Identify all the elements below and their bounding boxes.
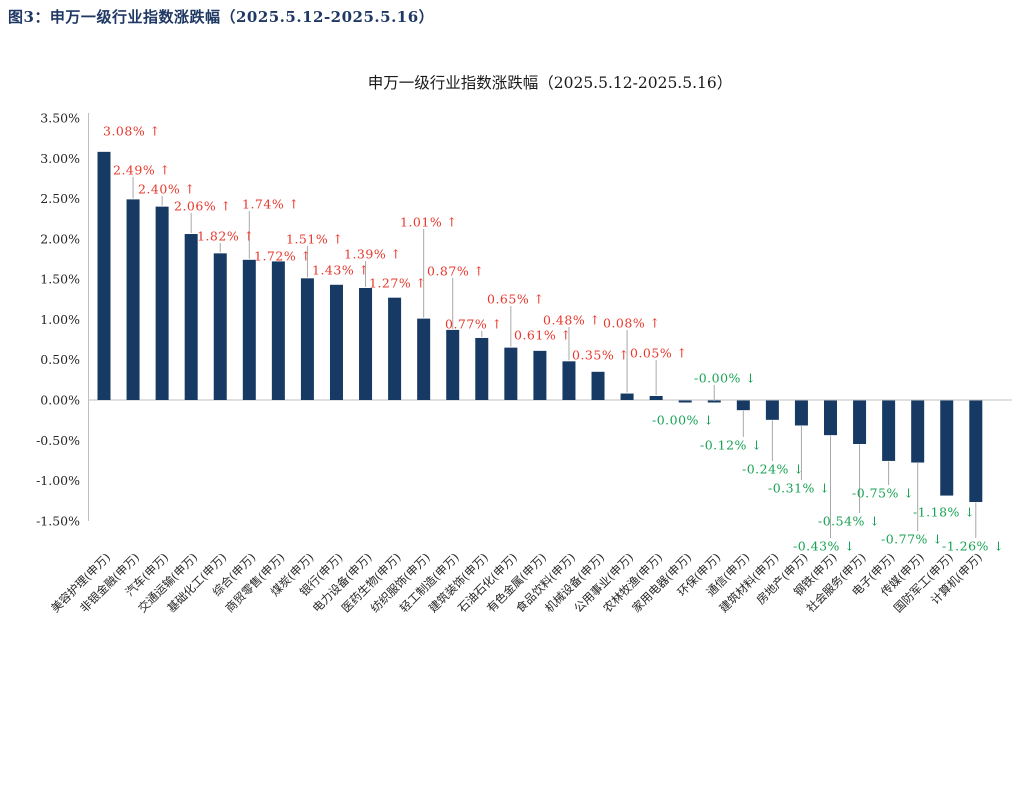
y-tick-label: -1.50% bbox=[36, 513, 80, 528]
category-labels: 美容护理(申万)非银金融(申万)汽车(申万)交通运输(申万)基础化工(申万)综合… bbox=[48, 550, 985, 615]
value-label: 0.87% ↑ bbox=[427, 264, 485, 279]
bar bbox=[882, 400, 896, 461]
value-label: -0.24% ↓ bbox=[742, 462, 804, 477]
value-label: 0.65% ↑ bbox=[487, 292, 545, 307]
value-label: -0.12% ↓ bbox=[700, 438, 762, 453]
bar bbox=[271, 261, 285, 400]
bar bbox=[707, 400, 721, 403]
value-label: -0.75% ↓ bbox=[852, 486, 914, 501]
value-label: -0.00% ↓ bbox=[694, 371, 756, 386]
bar bbox=[300, 278, 314, 400]
bar bbox=[591, 371, 605, 400]
bar bbox=[388, 297, 402, 400]
bar bbox=[765, 400, 779, 420]
y-tick-label: 0.50% bbox=[40, 352, 80, 367]
value-label: 0.35% ↑ bbox=[572, 348, 630, 363]
value-label: 1.74% ↑ bbox=[242, 197, 300, 212]
bar bbox=[97, 151, 111, 400]
bar bbox=[504, 347, 518, 400]
bar bbox=[649, 395, 663, 400]
value-label: -0.00% ↓ bbox=[652, 413, 714, 428]
bar bbox=[911, 400, 925, 463]
bar bbox=[329, 284, 343, 400]
value-label: 3.08% ↑ bbox=[103, 124, 161, 139]
value-label: -1.18% ↓ bbox=[913, 505, 975, 520]
value-label: 0.48% ↑ bbox=[543, 313, 601, 328]
bar bbox=[475, 337, 489, 400]
y-tick-label: -1.00% bbox=[36, 473, 80, 488]
bar bbox=[446, 329, 460, 400]
bars bbox=[97, 151, 983, 503]
bar bbox=[969, 400, 983, 503]
value-label: 0.61% ↑ bbox=[514, 328, 572, 343]
value-label: 1.72% ↑ bbox=[254, 249, 312, 264]
bar bbox=[853, 400, 867, 445]
bar bbox=[359, 288, 373, 400]
value-label: 2.40% ↑ bbox=[138, 182, 196, 197]
bar bbox=[155, 206, 169, 400]
value-label: 2.06% ↑ bbox=[174, 199, 232, 214]
value-label: 1.43% ↑ bbox=[312, 263, 370, 278]
value-label: 1.51% ↑ bbox=[286, 232, 344, 247]
bar bbox=[736, 400, 750, 411]
chart-title: 申万一级行业指数涨跌幅（2025.5.12-2025.5.16） bbox=[367, 74, 733, 92]
bar bbox=[794, 400, 808, 426]
value-label: 2.49% ↑ bbox=[113, 163, 171, 178]
bar bbox=[184, 234, 198, 400]
bar bbox=[824, 400, 837, 436]
value-label: 1.39% ↑ bbox=[344, 247, 402, 262]
bar bbox=[126, 199, 140, 400]
bar bbox=[562, 361, 576, 400]
axes bbox=[88, 113, 1012, 521]
y-tick-label: 1.00% bbox=[40, 312, 80, 327]
leader-lines bbox=[132, 177, 977, 538]
bar bbox=[620, 393, 634, 400]
value-label: 0.77% ↑ bbox=[445, 317, 503, 332]
value-label: -0.31% ↓ bbox=[768, 481, 830, 496]
value-label: 0.05% ↑ bbox=[630, 346, 688, 361]
bar bbox=[417, 318, 431, 400]
y-tick-label: -0.50% bbox=[36, 433, 80, 448]
value-label: 1.82% ↑ bbox=[197, 229, 255, 244]
y-tick-label: 1.50% bbox=[40, 272, 80, 287]
y-tick-label: 2.00% bbox=[40, 231, 80, 246]
value-label: -0.77% ↓ bbox=[881, 532, 943, 547]
value-label: 0.08% ↑ bbox=[603, 316, 661, 331]
value-label: -0.43% ↓ bbox=[793, 539, 855, 554]
y-tick-label: 2.50% bbox=[40, 191, 80, 206]
y-tick-label: 0.00% bbox=[40, 393, 80, 408]
bar bbox=[533, 350, 547, 400]
bar bbox=[940, 400, 954, 496]
value-label: 1.27% ↑ bbox=[369, 276, 427, 291]
figure-caption: 图3：申万一级行业指数涨跌幅（2025.5.12-2025.5.16） bbox=[8, 8, 435, 26]
value-label: -1.26% ↓ bbox=[942, 539, 1004, 554]
value-label: -0.54% ↓ bbox=[818, 514, 880, 529]
value-labels: 3.08% ↑ 2.49% ↑ 2.40% ↑ 2.06% ↑ 1.82% ↑ 1.74%… bbox=[103, 124, 1004, 554]
bar bbox=[678, 400, 692, 403]
y-axis-ticks: 3.50% 3.00% 2.50% 2.00% 1.50% 1.00% 0.50% 0.00%… bbox=[36, 111, 80, 529]
bar bbox=[242, 259, 256, 400]
y-tick-label: 3.00% bbox=[40, 151, 80, 166]
value-label: 1.01% ↑ bbox=[400, 215, 458, 230]
y-tick-label: 3.50% bbox=[40, 111, 80, 126]
bar bbox=[213, 253, 227, 400]
